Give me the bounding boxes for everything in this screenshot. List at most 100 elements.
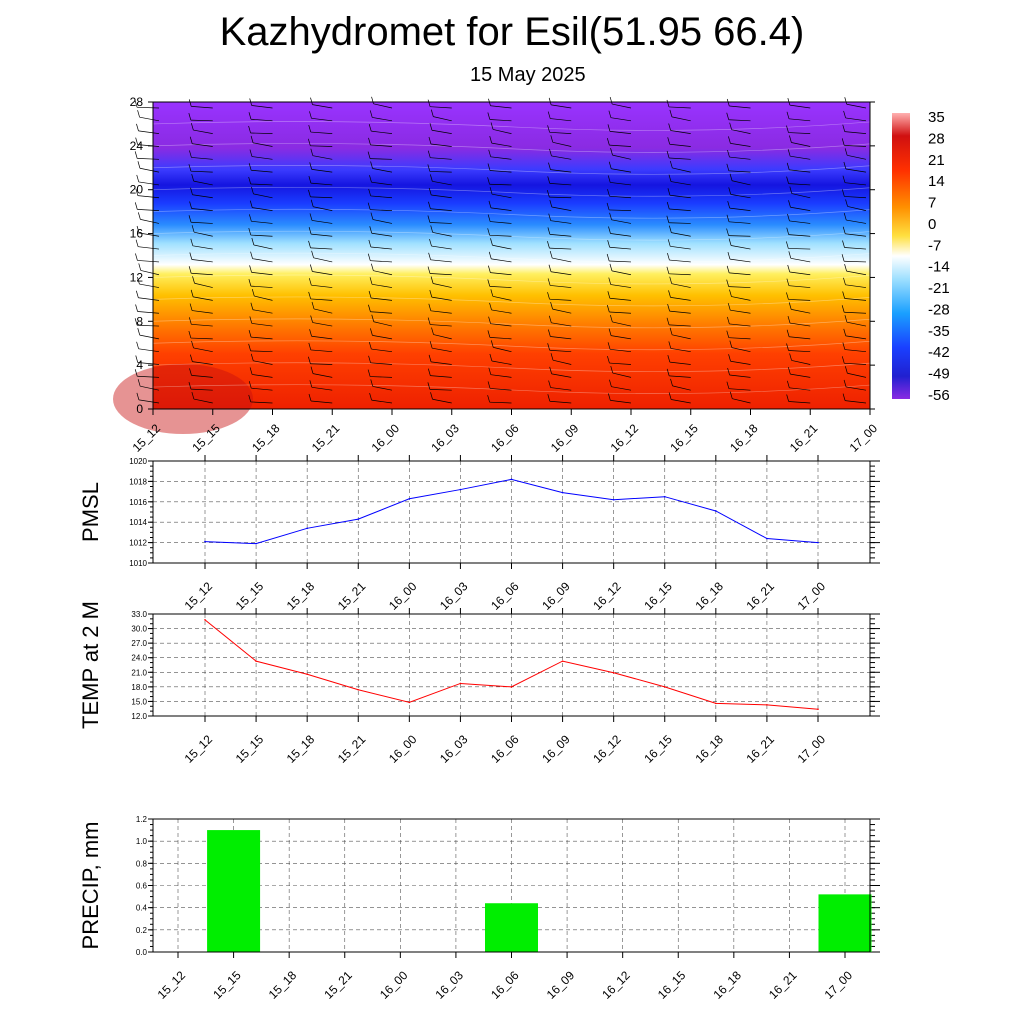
wind-barb-flag: [135, 188, 139, 196]
wind-barb-flag: [135, 304, 138, 312]
wind-barb-flag: [607, 291, 611, 299]
wind-barb: [550, 387, 572, 391]
x-tick-label: 15_12: [182, 579, 216, 613]
wind-barb: [191, 323, 213, 327]
wind-barb-flag: [548, 97, 552, 105]
y-tick-label: 15.0: [131, 697, 147, 706]
wind-barb-flag: [308, 189, 311, 197]
wind-barb-flag: [489, 302, 492, 311]
y-tick-label: 30.0: [131, 625, 147, 634]
wind-barb: [489, 286, 512, 288]
wind-barb: [190, 119, 213, 122]
wind-barb-flag: [136, 392, 140, 400]
wind-barb: [312, 104, 333, 109]
wind-barb-flag: [842, 240, 845, 248]
x-tick-label: 16_00: [386, 579, 420, 613]
wind-barb-flag: [487, 381, 491, 389]
heatmap-x-tick-label: 16_00: [369, 421, 403, 455]
wind-barb-flag: [368, 290, 372, 299]
wind-barb: [431, 194, 452, 199]
wind-barb: [551, 104, 572, 109]
wind-barb: [139, 116, 160, 122]
wind-barb: [310, 131, 333, 135]
wind-barb-flag: [430, 392, 433, 400]
wind-barb-flag: [841, 189, 845, 197]
wind-barb-flag: [249, 149, 253, 157]
wind-barb: [671, 116, 691, 122]
wind-barb-flag: [370, 161, 373, 169]
wind-barb-flag: [249, 316, 253, 324]
wind-barb-flag: [427, 368, 431, 376]
wind-barb-flag: [728, 136, 731, 144]
wind-barb-flag: [608, 110, 612, 118]
wind-barb-flag: [843, 161, 847, 170]
wind-barb-flag: [726, 265, 730, 273]
wind-barb: [371, 181, 393, 186]
y-tick-label: 0.6: [136, 882, 148, 891]
wind-barb: [310, 298, 333, 301]
wind-barb: [430, 375, 452, 378]
wind-barb: [788, 183, 811, 186]
wind-barb-flag: [310, 366, 314, 374]
x-tick-label: 16_09: [539, 579, 573, 613]
heatmap-y-tick-label: 16: [130, 227, 144, 241]
wind-barb-flag: [250, 302, 254, 310]
wind-barb-flag: [548, 315, 552, 323]
wind-barb: [549, 247, 572, 250]
wind-barb-flag: [787, 315, 791, 324]
wind-barb: [372, 283, 393, 288]
wind-barb: [732, 398, 751, 404]
wind-barb-flag: [669, 276, 673, 284]
pmsl-point: [408, 497, 411, 500]
wind-barb-flag: [308, 124, 312, 133]
wind-barb: [191, 259, 213, 263]
wind-barb: [250, 285, 273, 288]
wind-barb-flag: [609, 263, 613, 271]
wind-barb-flag: [190, 122, 194, 131]
colorbar-label: 28: [928, 130, 945, 147]
heatmap-x-tick-label: 16_21: [787, 421, 821, 455]
wind-barb: [610, 233, 632, 237]
wind-barb: [551, 322, 572, 327]
wind-barb: [790, 206, 811, 211]
wind-barb: [138, 246, 160, 250]
wind-barb-flag: [729, 391, 733, 399]
wind-barb: [370, 195, 393, 199]
wind-barb-flag: [667, 137, 671, 145]
wind-barb: [137, 324, 160, 327]
wind-barb-flag: [488, 251, 492, 260]
wind-barb: [251, 323, 273, 327]
wind-barb: [788, 234, 811, 237]
colorbar-label: 35: [928, 109, 945, 126]
wind-barb: [191, 221, 213, 224]
temp-point: [306, 673, 308, 676]
wind-barb: [844, 260, 867, 263]
wind-barb: [490, 105, 512, 109]
wind-barb-flag: [729, 122, 732, 130]
wind-barb: [550, 169, 572, 173]
y-tick-label: 1014: [129, 518, 147, 527]
wind-barb: [310, 196, 333, 199]
pmsl-point: [255, 542, 257, 545]
wind-barb-flag: [726, 279, 730, 287]
wind-barb: [671, 283, 691, 288]
wind-barb: [311, 233, 333, 237]
wind-barb-flag: [310, 148, 314, 156]
wind-barb-flag: [188, 113, 192, 121]
wind-barb-flag: [429, 123, 433, 131]
wind-barb-flag: [729, 289, 732, 297]
wind-barb-flag: [248, 227, 252, 236]
wind-barb-flag: [136, 341, 139, 349]
wind-barb-flag: [192, 276, 195, 284]
x-tick-label: 16_18: [692, 732, 726, 766]
wind-barb-flag: [606, 202, 610, 211]
wind-barb-flag: [668, 290, 671, 298]
wind-barb-flag: [428, 201, 431, 209]
wind-barb: [610, 182, 632, 186]
wind-barb-flag: [788, 251, 792, 259]
wind-barb: [670, 181, 691, 186]
pmsl-point: [204, 540, 206, 543]
wind-barb-flag: [668, 174, 672, 182]
wind-barb: [844, 145, 867, 147]
x-tick-label: 15_12: [155, 968, 189, 1002]
